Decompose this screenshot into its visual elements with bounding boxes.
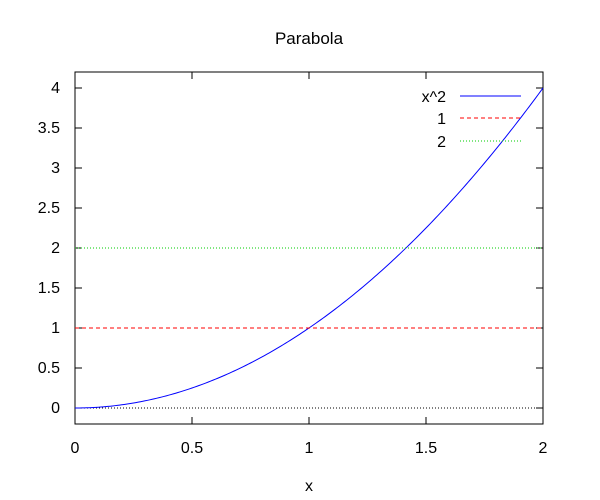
legend-label-1: 1 xyxy=(437,111,446,128)
y-tick-label: 3.5 xyxy=(38,120,60,137)
x-tick-label: 2 xyxy=(539,440,548,457)
y-tick-label: 1 xyxy=(51,320,60,337)
x-tick-label: 0 xyxy=(71,440,80,457)
y-tick-label: 2.5 xyxy=(38,200,60,217)
x-tick-label: 0.5 xyxy=(181,440,203,457)
y-tick-label: 2 xyxy=(51,240,60,257)
y-tick-label: 1.5 xyxy=(38,280,60,297)
x-tick-label: 1.5 xyxy=(415,440,437,457)
y-tick-label: 4 xyxy=(51,80,60,97)
chart-title: Parabola xyxy=(275,29,344,48)
legend-label-2: 2 xyxy=(437,134,446,151)
y-tick-label: 3 xyxy=(51,160,60,177)
legend-label-0: x^2 xyxy=(422,89,447,106)
y-tick-label: 0 xyxy=(51,400,60,417)
x-axis-label: x xyxy=(305,478,313,495)
x-tick-label: 1 xyxy=(305,440,314,457)
y-tick-label: 0.5 xyxy=(38,360,60,377)
